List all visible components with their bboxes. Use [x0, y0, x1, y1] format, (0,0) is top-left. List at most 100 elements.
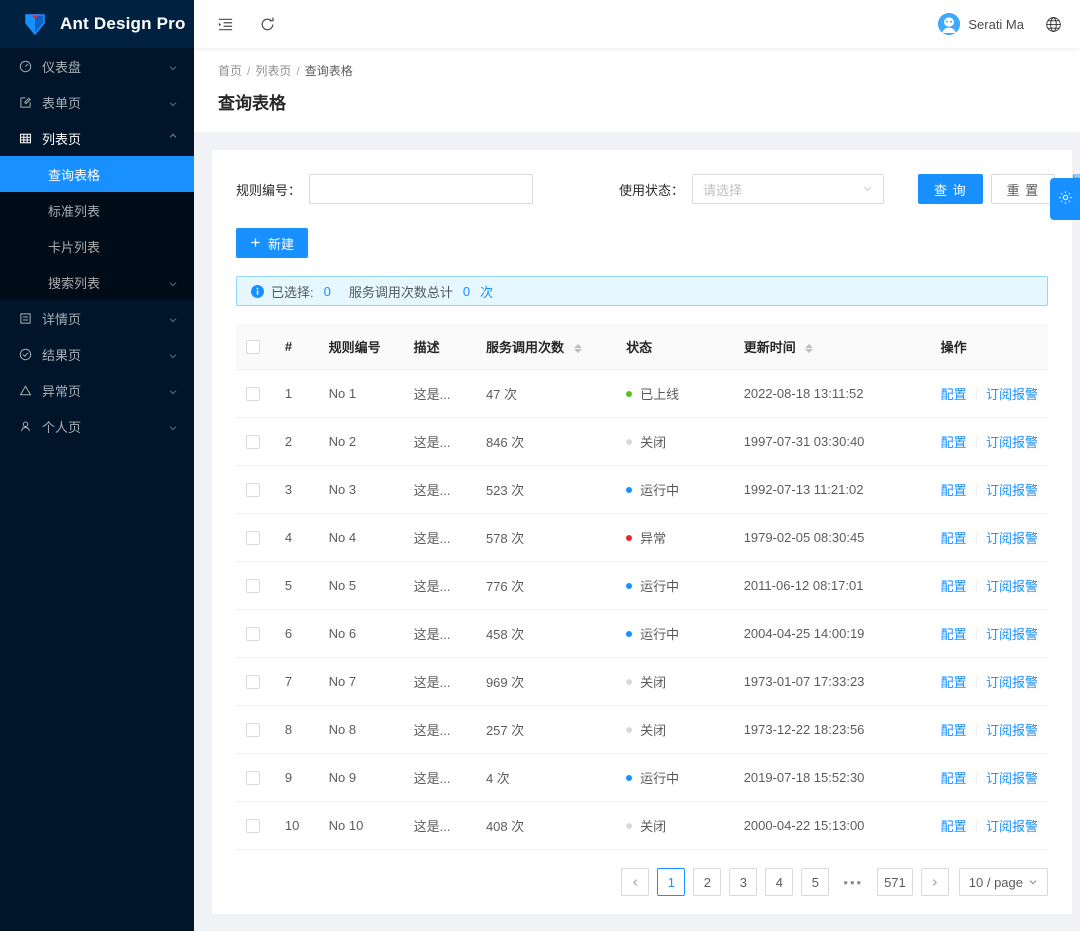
td-description: 这是...	[403, 369, 476, 418]
reset-button[interactable]: 重 置	[990, 174, 1056, 204]
pagination-page-4[interactable]: 4	[765, 868, 794, 896]
form-item-rule-no: 规则编号：	[236, 174, 534, 204]
td-actions: 配置 | 订阅报警	[930, 657, 1048, 706]
td-rule-no: No 2	[318, 417, 404, 466]
sidebar-item-card-list[interactable]: 卡片列表	[0, 228, 194, 264]
rules-table: # 规则编号 描述 服务调用次数 状态 更新时间	[236, 324, 1048, 850]
action-config-link[interactable]: 配置	[940, 819, 967, 834]
action-config-link[interactable]: 配置	[940, 579, 967, 594]
row-checkbox[interactable]	[246, 386, 260, 401]
sort-icon[interactable]	[573, 344, 582, 354]
sidebar-label: 列表页	[42, 131, 82, 147]
td-index: 9	[274, 753, 319, 802]
sidebar-item-profile[interactable]: 详情页	[0, 300, 194, 336]
action-subscribe-link[interactable]: 订阅报警	[985, 675, 1038, 690]
menu-fold-icon[interactable]	[214, 13, 236, 35]
action-subscribe-link[interactable]: 订阅报警	[985, 819, 1038, 834]
row-checkbox[interactable]	[246, 818, 260, 833]
new-record-button[interactable]: 新建	[236, 228, 309, 258]
select-all-checkbox[interactable]	[246, 339, 260, 354]
action-config-link[interactable]: 配置	[940, 723, 967, 738]
sidebar-item-forms[interactable]: 表单页	[0, 84, 194, 120]
pagination-page-5[interactable]: 5	[801, 868, 830, 896]
td-select	[236, 513, 275, 562]
sidebar-item-standard-list[interactable]: 标准列表	[0, 192, 194, 228]
td-rule-no: No 6	[318, 609, 404, 658]
row-checkbox[interactable]	[246, 722, 260, 737]
row-checkbox[interactable]	[246, 482, 260, 497]
action-subscribe-link[interactable]: 订阅报警	[985, 723, 1038, 738]
sidebar-label: 仪表盘	[42, 59, 82, 75]
sidebar-item-query-table[interactable]: 查询表格	[0, 156, 194, 192]
action-config-link[interactable]: 配置	[940, 435, 967, 450]
td-calls: 969 次	[475, 657, 617, 706]
rule-no-input[interactable]	[309, 174, 534, 204]
action-subscribe-link[interactable]: 订阅报警	[985, 579, 1038, 594]
action-subscribe-link[interactable]: 订阅报警	[985, 387, 1038, 402]
sidebar-item-result[interactable]: 结果页	[0, 336, 194, 372]
pagination-page-3[interactable]: 3	[729, 868, 758, 896]
query-button[interactable]: 查 询	[918, 174, 983, 204]
table-grid-icon	[18, 131, 32, 145]
action-subscribe-link[interactable]: 订阅报警	[985, 531, 1038, 546]
td-index: 1	[274, 369, 319, 418]
td-status: 关闭	[616, 801, 734, 850]
pagination-ellipsis[interactable]: •••	[837, 868, 870, 896]
row-checkbox[interactable]	[246, 434, 260, 449]
action-subscribe-link[interactable]: 订阅报警	[985, 435, 1038, 450]
table-head: # 规则编号 描述 服务调用次数 状态 更新时间	[236, 324, 1048, 370]
td-select	[236, 417, 275, 466]
sort-icon[interactable]	[805, 344, 814, 354]
sidebar-item-exception[interactable]: 异常页	[0, 372, 194, 408]
pagination-last-page[interactable]: 571	[877, 868, 913, 896]
profile-doc-icon	[18, 311, 32, 325]
table-row: 10 No 10 这是... 408 次关闭 2000-04-22 15:13:00 配置…	[236, 801, 1048, 850]
table-row: 9 No 9 这是... 4 次 运行中 2019-07-18 15:52:30 配置 | 订阅…	[236, 753, 1048, 802]
action-subscribe-link[interactable]: 订阅报警	[985, 627, 1038, 642]
pagination-prev[interactable]	[621, 868, 650, 896]
row-checkbox[interactable]	[246, 674, 260, 689]
status-select[interactable]: 请选择	[692, 174, 885, 204]
row-checkbox[interactable]	[246, 578, 260, 593]
row-checkbox[interactable]	[246, 770, 260, 785]
page-size-select[interactable]: 10 / page	[958, 868, 1048, 896]
pagination-next[interactable]	[920, 868, 949, 896]
row-checkbox[interactable]	[246, 626, 260, 641]
chevron-up-icon	[168, 133, 178, 143]
chevron-down-icon	[168, 97, 178, 107]
sidebar-item-account[interactable]: 个人页	[0, 408, 194, 444]
breadcrumb-item-lists[interactable]: 列表页	[255, 64, 292, 78]
action-config-link[interactable]: 配置	[940, 483, 967, 498]
th-calls[interactable]: 服务调用次数	[475, 324, 617, 370]
pagination-page-2[interactable]: 2	[693, 868, 722, 896]
table-row: 6 No 6 这是... 458 次 运行中 2004-04-25 14:00:19 配置 |…	[236, 609, 1048, 658]
sidebar-item-search-list[interactable]: 搜索列表	[0, 264, 194, 300]
refresh-icon[interactable]	[256, 13, 278, 35]
td-select	[236, 609, 275, 658]
brand-logo[interactable]: Ant Design Pro	[0, 0, 194, 48]
sidebar-item-lists[interactable]: 列表页	[0, 120, 194, 156]
sidebar-label: 详情页	[42, 311, 82, 327]
status-label: 关闭	[640, 723, 667, 738]
action-subscribe-link[interactable]: 订阅报警	[985, 771, 1038, 786]
action-config-link[interactable]: 配置	[940, 627, 967, 642]
row-checkbox[interactable]	[246, 530, 260, 545]
th-updated[interactable]: 更新时间	[733, 324, 931, 370]
action-config-link[interactable]: 配置	[940, 387, 967, 402]
td-updated: 1997-07-31 03:30:40	[733, 417, 931, 466]
action-subscribe-link[interactable]: 订阅报警	[985, 483, 1038, 498]
td-select	[236, 657, 275, 706]
breadcrumb-item-home[interactable]: 首页	[218, 64, 243, 78]
status-dot	[626, 630, 633, 637]
action-config-link[interactable]: 配置	[940, 531, 967, 546]
globe-icon[interactable]	[1042, 13, 1064, 35]
td-actions: 配置 | 订阅报警	[930, 465, 1048, 514]
pagination-page-1[interactable]: 1	[657, 868, 686, 896]
action-config-link[interactable]: 配置	[940, 675, 967, 690]
td-select	[236, 801, 275, 850]
action-config-link[interactable]: 配置	[940, 771, 967, 786]
td-actions: 配置 | 订阅报警	[930, 705, 1048, 754]
sidebar-item-dashboard[interactable]: 仪表盘	[0, 48, 194, 84]
user-menu[interactable]: Serati Ma	[938, 13, 1024, 35]
settings-drawer-tab[interactable]	[1050, 178, 1080, 220]
